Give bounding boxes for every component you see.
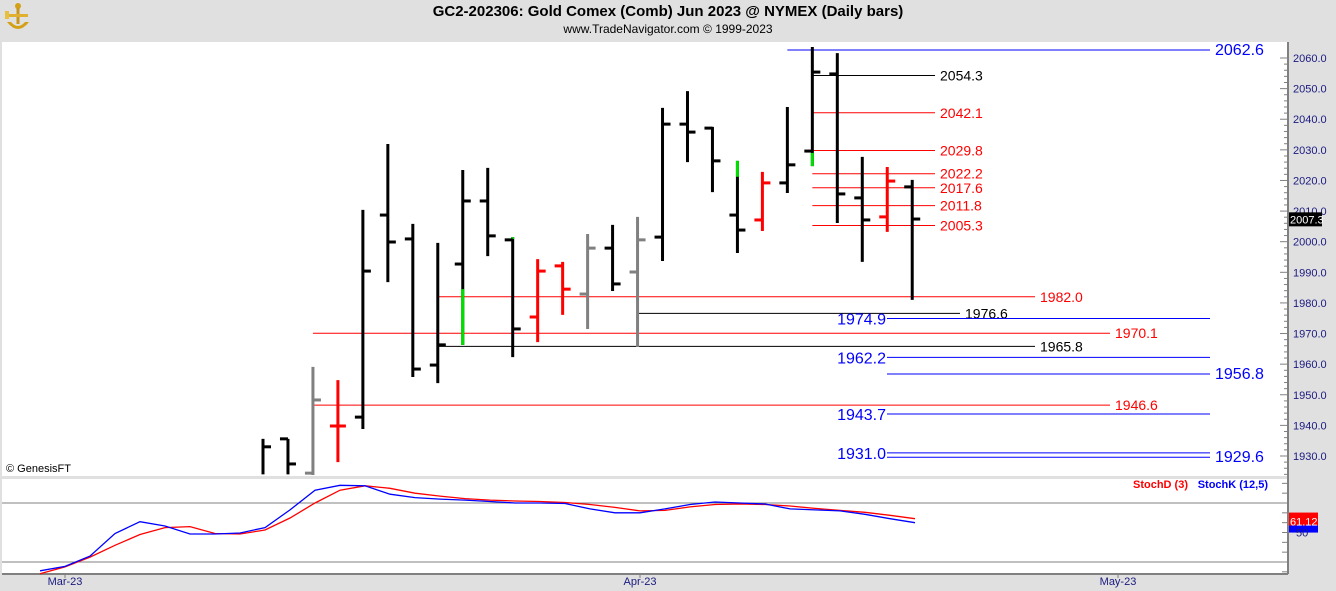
- ohlc-bar: [829, 53, 846, 224]
- ohlc-bar: [554, 261, 571, 315]
- price-axis: 2060.02050.02040.02030.02020.02010.02000…: [1280, 53, 1327, 475]
- ohlc-bar: [654, 107, 671, 261]
- chart-title: GC2-202306: Gold Comex (Comb) Jun 2023 @…: [432, 3, 904, 20]
- price-bars: [261, 46, 921, 475]
- level-label: 1931.0: [837, 446, 886, 463]
- y-tick-label: 2060.0: [1293, 53, 1327, 65]
- y-tick-label: 2050.0: [1293, 84, 1327, 96]
- ohlc-bar: [504, 237, 521, 358]
- time-axis: Mar-23 Apr-23 May-23: [48, 574, 1137, 588]
- price-pane: [2, 42, 1287, 476]
- ohlc-bar: [529, 259, 546, 343]
- ohlc-bar: [579, 234, 596, 329]
- level-label: 1946.6: [1115, 397, 1158, 413]
- y-tick-label: 2040.0: [1293, 114, 1327, 126]
- ohlc-bar: [354, 209, 371, 430]
- ohlc-bar: [279, 437, 296, 475]
- level-label: 1956.8: [1215, 366, 1264, 383]
- stochk-line: [39, 484, 916, 572]
- level-label: 2054.3: [940, 67, 983, 83]
- level-label: 1962.2: [837, 350, 886, 367]
- y-tick-label: 2030.0: [1293, 145, 1327, 157]
- x-tick-label: Apr-23: [623, 576, 656, 588]
- y-tick-label: 1980.0: [1293, 298, 1327, 310]
- ohlc-bar: [379, 144, 396, 283]
- ohlc-bar: [404, 223, 421, 378]
- y-tick-label: 1950.0: [1293, 390, 1327, 402]
- level-label: 1943.7: [837, 407, 886, 424]
- ohlc-bar: [904, 179, 921, 300]
- level-label: 1929.6: [1215, 449, 1264, 466]
- legend-stochk: StochK (12,5): [1198, 479, 1269, 491]
- level-label: 2005.3: [940, 217, 983, 233]
- level-label: 2062.6: [1215, 42, 1264, 59]
- ohlc-bar: [604, 224, 621, 291]
- ohlc-bar: [779, 106, 796, 194]
- x-tick-label: May-23: [1100, 576, 1137, 588]
- stochastic-pane: [2, 479, 1287, 573]
- level-label: 1970.1: [1115, 325, 1158, 341]
- trade-navigator-logo: [3, 2, 33, 39]
- ohlc-bar: [679, 91, 696, 163]
- x-tick-label: Mar-23: [48, 576, 83, 588]
- level-label: 2029.8: [940, 142, 983, 158]
- level-label: 1965.8: [1040, 338, 1083, 354]
- level-label: 2042.1: [940, 105, 983, 121]
- ohlc-bar: [261, 438, 271, 475]
- ohlc-bar: [479, 167, 496, 257]
- y-tick-label: 1970.0: [1293, 329, 1327, 341]
- ohlc-bar: [754, 171, 771, 231]
- y-tick-label: 1960.0: [1293, 359, 1327, 371]
- level-label: 1976.6: [965, 305, 1008, 321]
- ohlc-bar: [454, 170, 471, 345]
- last-price-label: 2007.3: [1290, 214, 1324, 226]
- ohlc-bar: [729, 160, 746, 254]
- ohlc-bar: [329, 380, 346, 463]
- y-tick-label: 1930.0: [1293, 451, 1327, 463]
- stochd-last-box: [1289, 512, 1318, 526]
- stoch-tick-label: 50: [1296, 528, 1308, 540]
- y-tick-label: 1990.0: [1293, 267, 1327, 279]
- legend-stochd: StochD (3): [1133, 479, 1188, 491]
- ohlc-bar: [804, 46, 821, 167]
- ohlc-bar: [629, 216, 646, 348]
- level-label: 2017.6: [940, 180, 983, 196]
- level-label: 1974.9: [837, 312, 886, 329]
- last-price-box: [1289, 212, 1322, 227]
- ohlc-bar: [429, 242, 446, 384]
- ohlc-bar: [879, 166, 896, 232]
- level-label: 2022.2: [940, 166, 983, 182]
- watermark: © GenesisFT: [6, 463, 71, 475]
- level-label: 2011.8: [940, 198, 982, 214]
- ohlc-bar: [704, 126, 721, 193]
- y-tick-label: 2020.0: [1293, 175, 1327, 187]
- y-tick-label: 1940.0: [1293, 420, 1327, 432]
- stochk-last-box: [1289, 525, 1318, 533]
- ohlc-bar: [304, 366, 321, 475]
- y-tick-label: 2000.0: [1293, 237, 1327, 249]
- level-label: 1982.0: [1040, 289, 1083, 305]
- ohlc-bar: [854, 156, 871, 262]
- chart-subtitle: www.TradeNavigator.com © 1999-2023: [563, 22, 773, 36]
